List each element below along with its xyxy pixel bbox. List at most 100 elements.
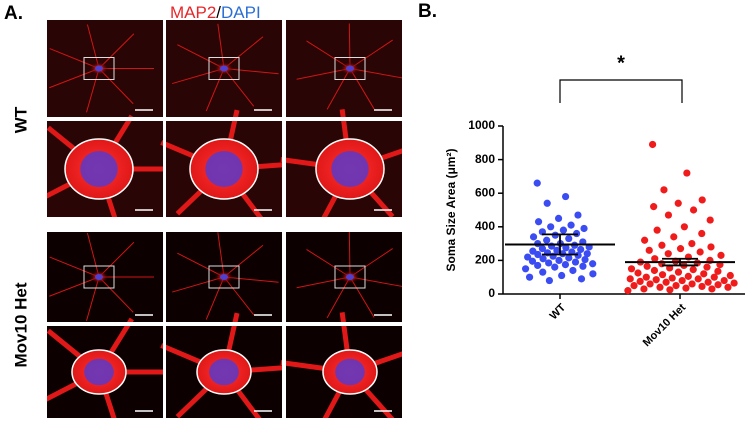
data-point xyxy=(589,260,597,268)
neurite xyxy=(348,23,351,69)
data-point xyxy=(683,169,691,177)
data-point xyxy=(678,276,686,285)
data-point xyxy=(567,221,575,229)
tile-gaps xyxy=(0,0,420,421)
micrograph xyxy=(37,317,169,421)
data-point xyxy=(580,224,588,233)
data-point xyxy=(698,282,706,291)
data-point xyxy=(660,186,668,194)
neurite xyxy=(205,68,225,112)
data-point xyxy=(653,226,661,234)
neurite xyxy=(205,276,225,320)
nucleus xyxy=(209,358,239,386)
data-point xyxy=(569,266,577,275)
data-point xyxy=(698,229,706,238)
data-point xyxy=(528,257,537,265)
data-point xyxy=(668,274,676,282)
neurite xyxy=(326,276,351,319)
nucleus xyxy=(335,358,365,386)
data-point xyxy=(565,234,573,243)
data-point xyxy=(539,255,547,263)
data-point xyxy=(559,226,568,234)
data-point xyxy=(627,265,636,273)
data-point xyxy=(554,214,563,222)
data-point xyxy=(636,277,644,285)
data-point xyxy=(724,283,732,291)
nucleus xyxy=(346,65,354,72)
data-point xyxy=(689,206,698,214)
data-point xyxy=(717,251,725,259)
neurite xyxy=(348,231,351,278)
data-point xyxy=(634,269,642,277)
nucleus xyxy=(346,274,354,280)
data-point xyxy=(694,275,702,283)
error-bar xyxy=(542,233,578,256)
x-tick-label: WT xyxy=(548,301,569,322)
data-point xyxy=(545,259,553,267)
data-point xyxy=(589,270,597,278)
zoom-box xyxy=(208,57,240,80)
data-point xyxy=(545,276,554,285)
data-point xyxy=(547,223,555,231)
neurite xyxy=(217,232,225,278)
stain-separator: / xyxy=(216,3,221,22)
row-label: Mov10 Het xyxy=(11,282,30,367)
data-point xyxy=(650,203,658,211)
nucleus xyxy=(95,65,103,72)
neurite xyxy=(86,24,100,69)
data-point xyxy=(707,243,715,251)
panel-title: MAP2/DAPI xyxy=(170,3,261,22)
nucleus xyxy=(84,358,114,386)
stain-dapi: DAPI xyxy=(221,3,261,22)
y-tick-label: 200 xyxy=(475,253,495,267)
x-tick-label: Mov10 Het xyxy=(641,301,689,349)
data-point xyxy=(551,263,559,271)
data-point xyxy=(558,271,566,280)
micrograph xyxy=(160,312,294,421)
data-point xyxy=(562,244,570,252)
neurite xyxy=(223,276,255,316)
zoom-box xyxy=(334,57,366,80)
neurite xyxy=(223,68,255,107)
data-point xyxy=(664,250,672,258)
neurite xyxy=(98,33,135,69)
data-point xyxy=(656,283,664,291)
data-point xyxy=(704,278,712,286)
data-point xyxy=(626,275,634,283)
micrograph xyxy=(280,109,416,225)
panel-label: B. xyxy=(418,1,437,22)
data-point xyxy=(524,253,532,261)
data-point xyxy=(726,271,734,280)
data-point xyxy=(698,196,706,204)
data-point xyxy=(574,211,582,219)
data-point xyxy=(553,246,561,254)
data-point xyxy=(652,276,660,284)
data-point xyxy=(646,280,654,288)
neurite xyxy=(98,68,134,105)
data-point xyxy=(539,268,547,276)
data-point xyxy=(720,276,728,285)
significance-bracket xyxy=(559,79,683,103)
data-point xyxy=(521,265,530,273)
data-point xyxy=(682,284,690,292)
data-point xyxy=(664,211,673,219)
data-point xyxy=(529,233,538,241)
data-point xyxy=(666,286,674,294)
nucleus xyxy=(205,151,243,187)
micrographs xyxy=(0,0,420,421)
y-tick-label: 1000 xyxy=(468,118,495,132)
micrograph xyxy=(166,232,282,322)
row-label: WT xyxy=(11,106,30,133)
data-point xyxy=(730,279,738,287)
data-point xyxy=(651,255,659,263)
neurite xyxy=(326,68,351,110)
data-point xyxy=(534,218,543,226)
neurite xyxy=(349,276,375,318)
data-point xyxy=(643,262,651,270)
neurite xyxy=(349,68,375,110)
data-point xyxy=(689,266,697,274)
data-point xyxy=(577,245,585,254)
zoom-box xyxy=(83,265,115,289)
nucleus xyxy=(95,274,103,280)
